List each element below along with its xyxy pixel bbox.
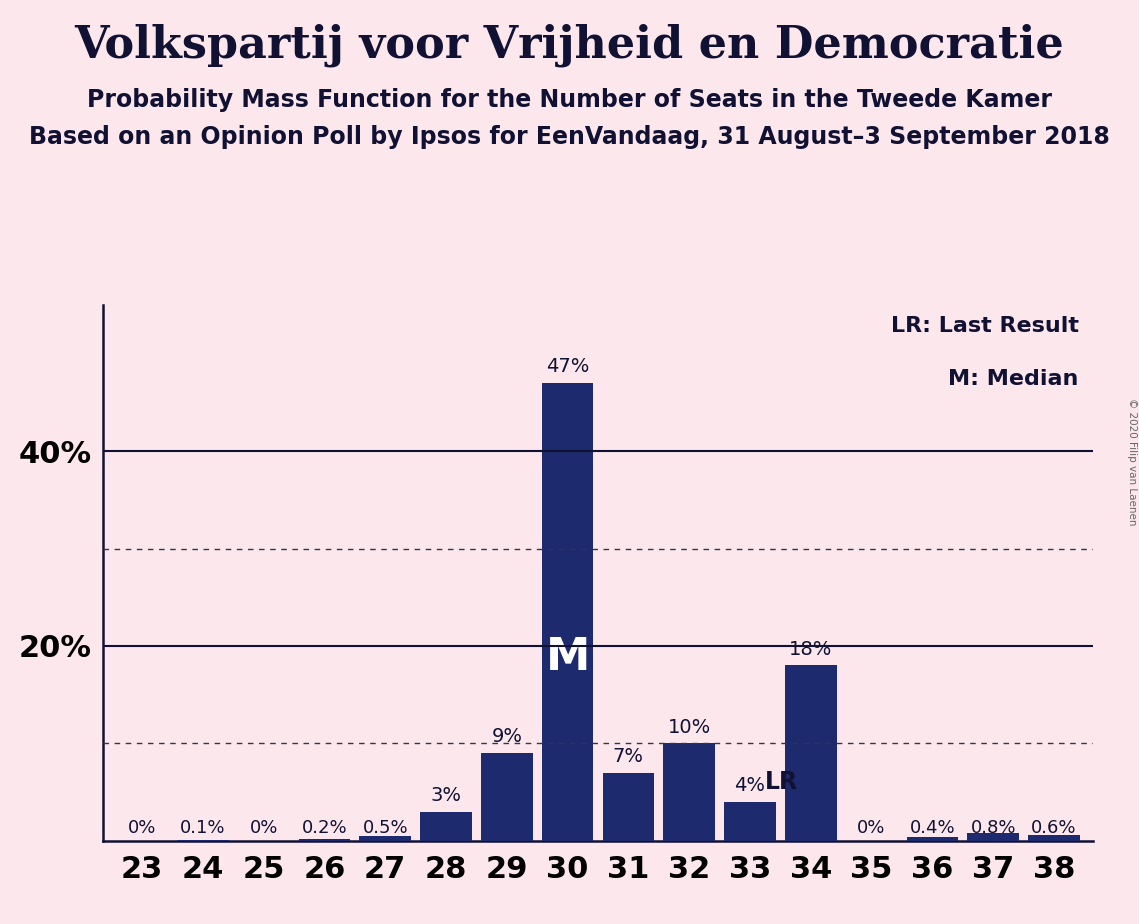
Bar bbox=[177, 840, 229, 841]
Bar bbox=[663, 744, 715, 841]
Bar bbox=[298, 839, 351, 841]
Text: 0.8%: 0.8% bbox=[970, 819, 1016, 837]
Text: 0.5%: 0.5% bbox=[362, 819, 408, 837]
Text: 10%: 10% bbox=[667, 718, 711, 736]
Text: 3%: 3% bbox=[431, 785, 461, 805]
Text: Based on an Opinion Poll by Ipsos for EenVandaag, 31 August–3 September 2018: Based on an Opinion Poll by Ipsos for Ee… bbox=[30, 125, 1109, 149]
Text: 0.1%: 0.1% bbox=[180, 819, 226, 837]
Bar bbox=[542, 383, 593, 841]
Bar bbox=[420, 811, 472, 841]
Text: 0%: 0% bbox=[249, 819, 278, 837]
Text: Volkspartij voor Vrijheid en Democratie: Volkspartij voor Vrijheid en Democratie bbox=[75, 23, 1064, 67]
Text: 7%: 7% bbox=[613, 747, 644, 766]
Bar bbox=[481, 753, 533, 841]
Text: © 2020 Filip van Laenen: © 2020 Filip van Laenen bbox=[1126, 398, 1137, 526]
Text: LR: LR bbox=[765, 770, 798, 794]
Text: M: M bbox=[546, 636, 590, 679]
Bar bbox=[360, 836, 411, 841]
Bar bbox=[1029, 835, 1080, 841]
Bar bbox=[724, 802, 776, 841]
Text: 0.2%: 0.2% bbox=[302, 819, 347, 837]
Text: 0.4%: 0.4% bbox=[910, 819, 956, 837]
Text: 0.6%: 0.6% bbox=[1031, 819, 1076, 837]
Bar bbox=[785, 665, 836, 841]
Text: 9%: 9% bbox=[491, 727, 523, 747]
Text: LR: Last Result: LR: Last Result bbox=[891, 316, 1079, 335]
Text: Probability Mass Function for the Number of Seats in the Tweede Kamer: Probability Mass Function for the Number… bbox=[87, 88, 1052, 112]
Text: 4%: 4% bbox=[735, 776, 765, 795]
Bar bbox=[603, 772, 654, 841]
Text: 18%: 18% bbox=[789, 639, 833, 659]
Text: 0%: 0% bbox=[128, 819, 156, 837]
Bar bbox=[967, 833, 1019, 841]
Text: M: Median: M: Median bbox=[948, 370, 1079, 389]
Bar bbox=[907, 837, 958, 841]
Text: 0%: 0% bbox=[858, 819, 886, 837]
Text: 47%: 47% bbox=[546, 357, 589, 376]
